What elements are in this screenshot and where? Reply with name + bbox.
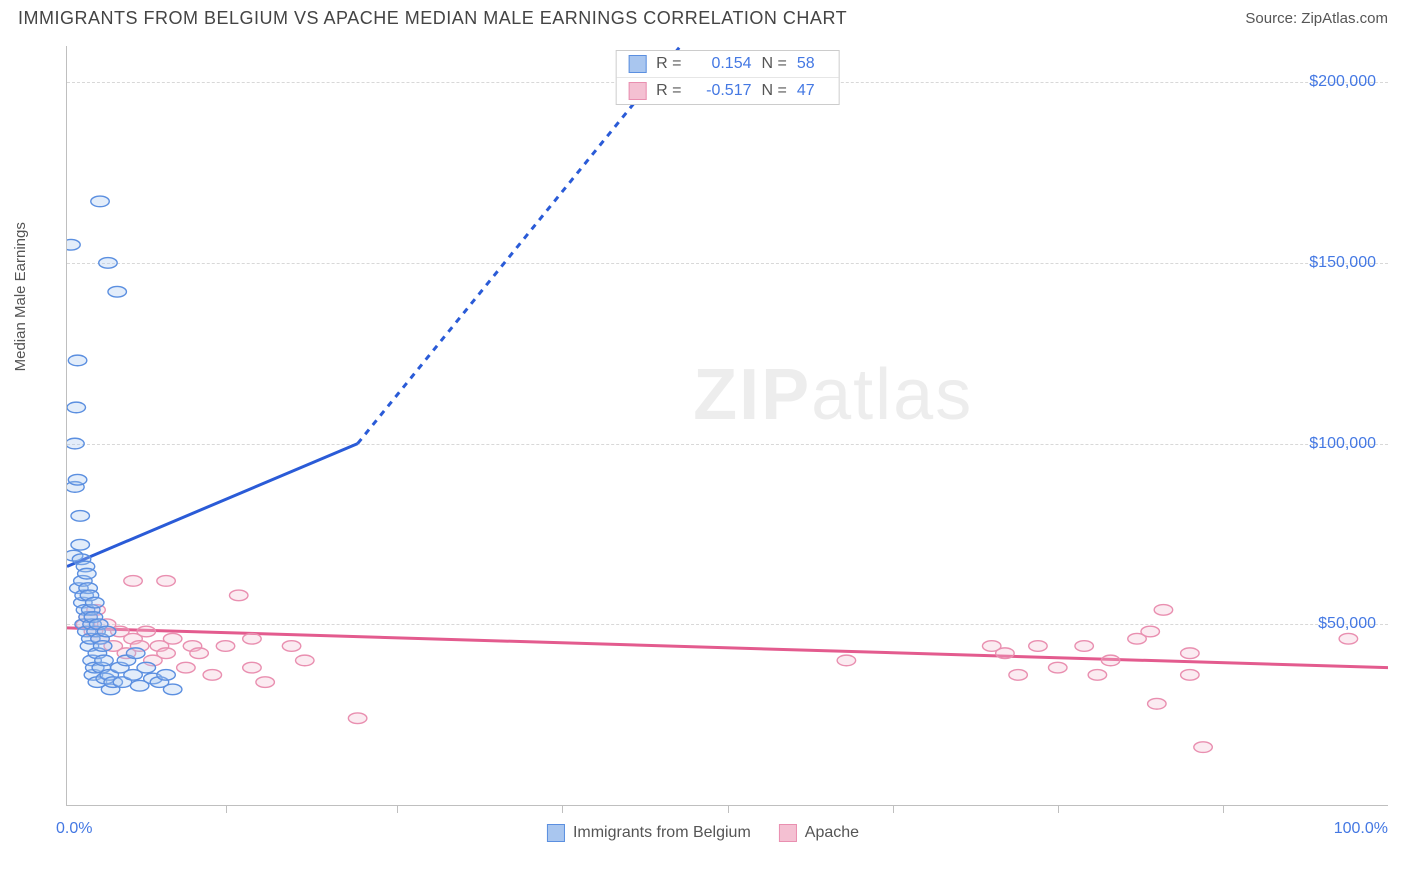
swatch-belgium <box>628 55 646 73</box>
r-label: R = <box>656 82 681 100</box>
x-max-label: 100.0% <box>1334 820 1388 838</box>
r-label: R = <box>656 55 681 73</box>
data-point-belgium <box>157 670 175 681</box>
data-point-apache <box>177 662 195 673</box>
data-point-apache <box>243 662 261 673</box>
data-point-apache <box>1194 742 1212 753</box>
data-point-apache <box>1154 605 1172 616</box>
legend-row-belgium: R = 0.154 N = 58 <box>616 51 839 77</box>
data-point-belgium <box>68 474 86 485</box>
data-point-apache <box>190 648 208 659</box>
data-point-apache <box>243 633 261 644</box>
data-point-apache <box>256 677 274 688</box>
data-point-belgium <box>85 597 103 608</box>
legend-item-apache: Apache <box>779 824 859 842</box>
x-tick <box>1058 805 1059 813</box>
source-attribution: Source: ZipAtlas.com <box>1245 10 1388 27</box>
data-point-apache <box>124 576 142 587</box>
swatch-apache <box>779 824 797 842</box>
y-axis-label: Median Male Earnings <box>12 222 29 371</box>
data-point-belgium <box>137 662 155 673</box>
series-legend: Immigrants from Belgium Apache <box>547 824 859 842</box>
data-point-apache <box>229 590 247 601</box>
data-point-belgium <box>67 438 84 449</box>
data-point-belgium <box>91 196 109 207</box>
data-point-apache <box>163 633 181 644</box>
data-point-apache <box>157 648 175 659</box>
x-min-label: 0.0% <box>56 820 92 838</box>
data-point-belgium <box>67 239 80 250</box>
correlation-legend: R = 0.154 N = 58 R = -0.517 N = 47 <box>615 50 840 105</box>
x-tick <box>562 805 563 813</box>
legend-row-apache: R = -0.517 N = 47 <box>616 77 839 104</box>
data-point-apache <box>137 626 155 637</box>
plot-region: ZIPatlas R = 0.154 N = 58 R = -0.517 N =… <box>66 46 1388 806</box>
chart-area: Median Male Earnings ZIPatlas R = 0.154 … <box>18 46 1388 846</box>
data-point-belgium <box>95 655 113 666</box>
data-point-belgium <box>99 258 117 269</box>
data-point-apache <box>1101 655 1119 666</box>
chart-title: IMMIGRANTS FROM BELGIUM VS APACHE MEDIAN… <box>18 8 847 29</box>
data-point-apache <box>1141 626 1159 637</box>
data-point-belgium <box>97 626 115 637</box>
source-link[interactable]: ZipAtlas.com <box>1301 10 1388 27</box>
trend-line-belgium <box>358 46 754 444</box>
legend-item-belgium: Immigrants from Belgium <box>547 824 751 842</box>
x-tick <box>226 805 227 813</box>
data-point-apache <box>1148 698 1166 709</box>
data-point-belgium <box>67 402 85 413</box>
data-point-apache <box>1075 641 1093 652</box>
n-label: N = <box>762 82 787 100</box>
data-point-apache <box>996 648 1014 659</box>
data-point-belgium <box>71 511 89 522</box>
data-point-apache <box>1009 670 1027 681</box>
data-point-apache <box>157 576 175 587</box>
n-value-apache: 47 <box>797 82 827 100</box>
series-name-apache: Apache <box>805 824 859 842</box>
swatch-apache <box>628 82 646 100</box>
data-point-apache <box>1181 648 1199 659</box>
x-tick <box>728 805 729 813</box>
r-value-belgium: 0.154 <box>692 55 752 73</box>
swatch-belgium <box>547 824 565 842</box>
trend-line-belgium <box>67 444 358 567</box>
data-point-apache <box>296 655 314 666</box>
data-point-apache <box>216 641 234 652</box>
data-point-apache <box>1088 670 1106 681</box>
data-point-belgium <box>108 286 126 297</box>
r-value-apache: -0.517 <box>692 82 752 100</box>
data-point-belgium <box>163 684 181 695</box>
data-point-apache <box>1049 662 1067 673</box>
data-point-belgium <box>68 355 86 366</box>
data-point-apache <box>348 713 366 724</box>
data-point-apache <box>1029 641 1047 652</box>
data-point-apache <box>1181 670 1199 681</box>
data-point-apache <box>837 655 855 666</box>
data-point-belgium <box>78 568 96 579</box>
data-point-apache <box>1339 633 1357 644</box>
x-tick <box>893 805 894 813</box>
data-point-belgium <box>93 641 111 652</box>
series-name-belgium: Immigrants from Belgium <box>573 824 751 842</box>
x-tick <box>397 805 398 813</box>
data-point-belgium <box>126 648 144 659</box>
source-prefix: Source: <box>1245 10 1301 27</box>
x-tick <box>1223 805 1224 813</box>
data-point-belgium <box>71 539 89 550</box>
n-label: N = <box>762 55 787 73</box>
data-point-apache <box>203 670 221 681</box>
n-value-belgium: 58 <box>797 55 827 73</box>
data-point-apache <box>282 641 300 652</box>
